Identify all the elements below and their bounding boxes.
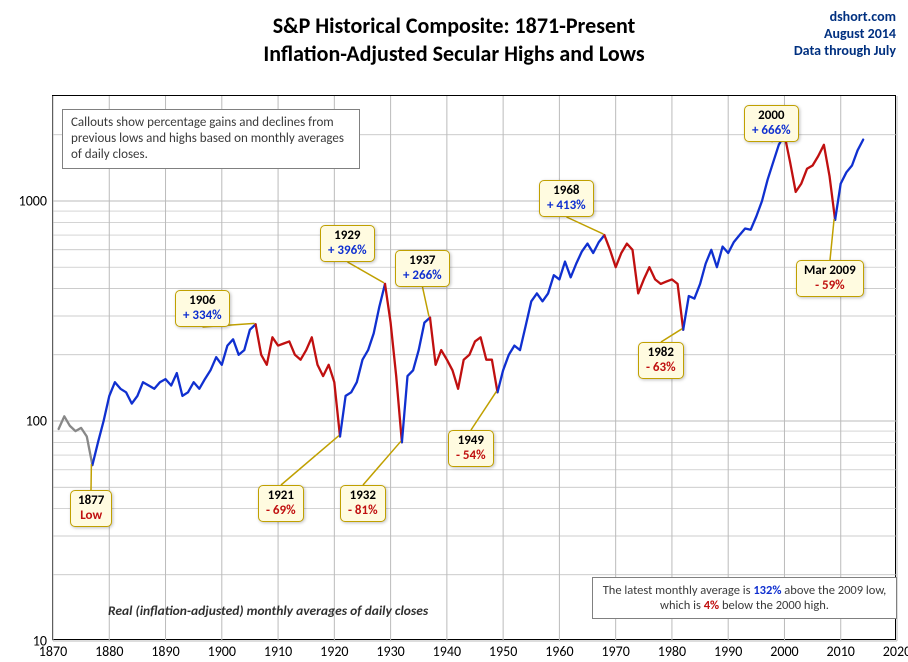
chart-title-line2: Inflation-Adjusted Secular Highs and Low… <box>0 40 908 67</box>
x-tick-label: 2020 <box>883 643 908 660</box>
series-down <box>385 284 402 442</box>
x-tick-label: 2000 <box>770 643 798 660</box>
x-tick-label: 1900 <box>208 643 236 660</box>
callout-1877: 1877Low <box>70 490 112 527</box>
x-tick-label: 1950 <box>489 643 517 660</box>
x-tick-label: 1990 <box>714 643 742 660</box>
callout-2000: 2000+ 666% <box>744 105 799 142</box>
footnote: Real (inflation-adjusted) monthly averag… <box>108 602 428 619</box>
callout-1968: 1968+ 413% <box>539 180 594 217</box>
attrib-site: dshort.com <box>794 8 896 25</box>
series-neutral <box>59 416 93 465</box>
series-down <box>604 235 683 330</box>
explanation-box: Callouts show percentage gains and decli… <box>62 109 360 169</box>
x-tick-label: 1920 <box>320 643 348 660</box>
callout-1906: 1906+ 334% <box>175 290 230 327</box>
x-tick-label: 1880 <box>95 643 123 660</box>
x-tick-label: 1910 <box>264 643 292 660</box>
callout-1932: 1932- 81% <box>340 485 386 522</box>
attrib-date: August 2014 <box>794 25 896 42</box>
series-up <box>835 140 863 220</box>
latest-note: The latest monthly average is 132% above… <box>592 577 897 619</box>
plot-area: 1870188018901900191019201930194019501960… <box>52 95 896 640</box>
x-tick-label: 1980 <box>658 643 686 660</box>
y-tick-label: 100 <box>26 412 47 429</box>
series-down <box>256 324 340 436</box>
x-tick-label: 2010 <box>827 643 855 660</box>
attribution: dshort.com August 2014 Data through July <box>794 8 896 59</box>
series-down <box>785 135 836 220</box>
series-up <box>92 324 255 465</box>
y-tick-label: 1000 <box>19 192 47 209</box>
series-up <box>498 235 605 392</box>
callout-1949: 1949- 54% <box>448 430 494 467</box>
callout-1982: 1982- 63% <box>638 342 684 379</box>
attrib-through: Data through July <box>794 42 896 59</box>
callout-1929: 1929+ 396% <box>320 225 375 262</box>
series-up <box>683 135 784 330</box>
x-tick-label: 1940 <box>433 643 461 660</box>
x-tick-label: 1890 <box>151 643 179 660</box>
callout-1937: 1937+ 266% <box>395 250 450 287</box>
x-tick-label: 1930 <box>376 643 404 660</box>
x-tick-label: 1970 <box>601 643 629 660</box>
x-tick-label: 1960 <box>545 643 573 660</box>
chart-title-line1: S&P Historical Composite: 1871-Present <box>0 12 908 39</box>
callout-1921: 1921- 69% <box>258 485 304 522</box>
series-up <box>340 284 385 437</box>
y-tick-label: 10 <box>33 633 47 650</box>
callout-Mar-2009: Mar 2009- 59% <box>796 260 864 297</box>
series-up <box>402 318 430 443</box>
